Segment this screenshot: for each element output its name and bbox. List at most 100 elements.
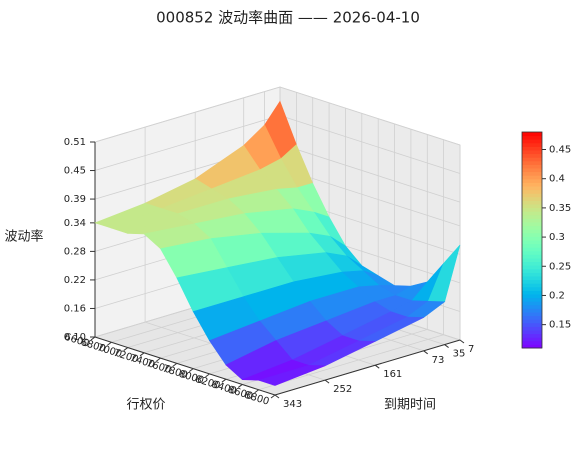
colorbar-segment	[522, 196, 542, 201]
y-tick-label: 343	[283, 399, 302, 410]
colorbar-segment	[522, 236, 542, 241]
z-tick-label: 0.16	[64, 303, 86, 314]
y-tick-label: 161	[383, 369, 402, 380]
colorbar-segment	[522, 294, 542, 299]
colorbar-segment	[522, 193, 542, 198]
z-tick-label: 0.45	[64, 166, 86, 177]
colorbar-segment	[522, 222, 542, 227]
tick-mark	[324, 379, 330, 384]
colorbar-segment	[522, 283, 542, 288]
colorbar-tick-label: 0.15	[549, 320, 571, 331]
z-tick-label: 0.10	[64, 332, 86, 343]
colorbar-segment	[522, 139, 542, 144]
tick-mark	[188, 368, 194, 373]
y-tick-label: 7	[468, 344, 474, 355]
colorbar-segment	[522, 232, 542, 237]
tick-mark	[156, 357, 161, 362]
colorbar-segment	[522, 240, 542, 245]
tick-mark	[221, 378, 227, 383]
tick-mark	[123, 347, 129, 351]
z-tick-label: 0.51	[64, 137, 86, 148]
axis-line	[274, 339, 461, 396]
colorbar-segment	[522, 218, 542, 223]
colorbar-segment	[522, 337, 542, 342]
tick-mark	[423, 350, 428, 355]
y-tick-label: 252	[333, 384, 352, 395]
axis-line	[94, 336, 276, 396]
colorbar-tick-label: 0.25	[549, 261, 571, 272]
colorbar-segment	[522, 189, 542, 194]
colorbar-segment	[522, 178, 542, 183]
z-tick-label: 0.28	[64, 246, 86, 257]
colorbar-frame	[521, 131, 543, 349]
z-tick-label: 0.22	[64, 275, 86, 286]
colorbar-segment	[522, 164, 542, 169]
colorbar-segment	[522, 247, 542, 252]
colorbar-segment	[522, 254, 542, 259]
colorbar-segment	[522, 200, 542, 205]
colorbar-segment	[522, 326, 542, 331]
colorbar-segment	[522, 322, 542, 327]
colorbar-segment	[522, 157, 542, 162]
y-tick-label: 73	[432, 355, 445, 366]
colorbar-segment	[522, 265, 542, 270]
surface-cell	[257, 364, 326, 386]
colorbar-segment	[522, 146, 542, 151]
tick-mark	[270, 394, 276, 399]
colorbar-segment	[522, 261, 542, 266]
colorbar-tick-label: 0.45	[549, 145, 571, 156]
colorbar-segment	[522, 160, 542, 165]
tick-mark	[172, 362, 178, 367]
colorbar-segment	[522, 182, 542, 187]
colorbar-segment	[522, 229, 542, 234]
tick-mark	[107, 341, 112, 346]
y-axis-label: 到期时间	[384, 398, 436, 413]
tick-mark	[237, 384, 243, 388]
tick-mark	[139, 352, 145, 357]
tick-mark	[374, 364, 380, 369]
colorbar-segment	[522, 150, 542, 155]
colorbar-segment	[522, 168, 542, 173]
colorbar-segment	[522, 308, 542, 313]
colorbar-segment	[522, 301, 542, 306]
tick-mark	[254, 389, 259, 394]
colorbar-segment	[522, 132, 542, 137]
colorbar-tick-label: 0.4	[549, 174, 565, 185]
colorbar-segment	[522, 333, 542, 338]
colorbar-segment	[522, 186, 542, 191]
z-axis-label: 波动率	[4, 229, 43, 245]
tick-mark	[205, 373, 210, 378]
colorbar-segment	[522, 250, 542, 255]
z-tick-label: 0.34	[64, 218, 86, 229]
colorbar-segment	[522, 142, 542, 147]
tick-mark	[444, 344, 449, 348]
colorbar-segment	[522, 243, 542, 248]
colorbar-segment	[522, 135, 542, 140]
colorbar-segment	[522, 258, 542, 263]
colorbar-segment	[522, 175, 542, 180]
colorbar-segment	[522, 330, 542, 335]
y-tick-label: 35	[453, 349, 466, 360]
grid-line	[94, 86, 461, 146]
z-tick-label: 0.39	[64, 194, 86, 205]
colorbar-segment	[522, 315, 542, 320]
colorbar-segment	[522, 171, 542, 176]
tick-mark	[459, 339, 465, 344]
colorbar-segment	[522, 225, 542, 230]
colorbar-segment	[522, 344, 542, 349]
colorbar-segment	[522, 286, 542, 291]
colorbar-segment	[522, 312, 542, 317]
chart-title: 000852 波动率曲面 —— 2026-04-10	[156, 9, 420, 27]
colorbar-segment	[522, 276, 542, 281]
colorbar-segment	[522, 211, 542, 216]
colorbar-segment	[522, 153, 542, 158]
tick-mark	[274, 394, 280, 399]
colorbar-tick-label: 0.3	[549, 232, 565, 243]
colorbar-segment	[522, 268, 542, 273]
colorbar-segment	[522, 204, 542, 209]
colorbar-segment	[522, 304, 542, 309]
colorbar-tick-label: 0.2	[549, 290, 565, 301]
colorbar-segment	[522, 290, 542, 295]
x-axis-label: 行权价	[126, 397, 165, 413]
